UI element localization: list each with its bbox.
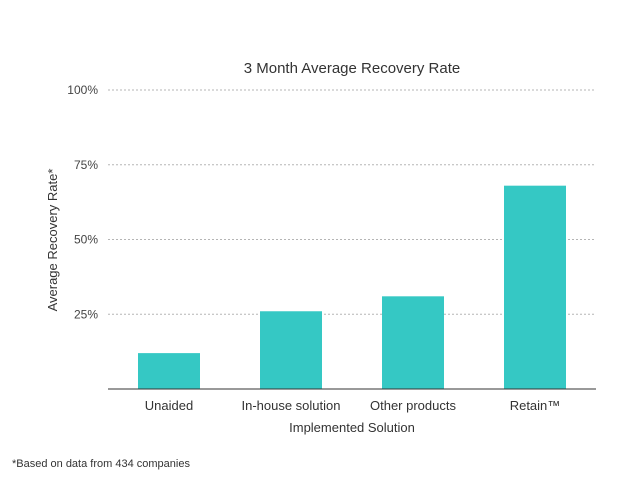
x-category-label: Other products: [370, 398, 456, 413]
chart-title: 3 Month Average Recovery Rate: [244, 60, 461, 77]
y-tick-label: 50%: [74, 233, 98, 247]
y-tick-label: 100%: [67, 83, 98, 97]
y-axis-label: Average Recovery Rate*: [45, 169, 60, 312]
gridlines: [108, 89, 596, 315]
x-category-label: In-house solution: [241, 398, 340, 413]
x-axis-label: Implemented Solution: [289, 420, 415, 435]
bar: [138, 353, 200, 389]
bar: [504, 185, 566, 389]
bar: [260, 311, 322, 389]
bar: [382, 296, 444, 389]
y-tick-label: 75%: [74, 158, 98, 172]
x-category-labels: Unaided In-house solution Other products Re…: [145, 398, 561, 413]
y-tick-labels: 25% 50% 75% 100%: [67, 83, 98, 321]
bars: [138, 185, 566, 389]
x-category-label: Retain™: [510, 398, 561, 413]
y-tick-label: 25%: [74, 307, 98, 321]
footnote: *Based on data from 434 companies: [12, 458, 190, 470]
x-category-label: Unaided: [145, 398, 193, 413]
